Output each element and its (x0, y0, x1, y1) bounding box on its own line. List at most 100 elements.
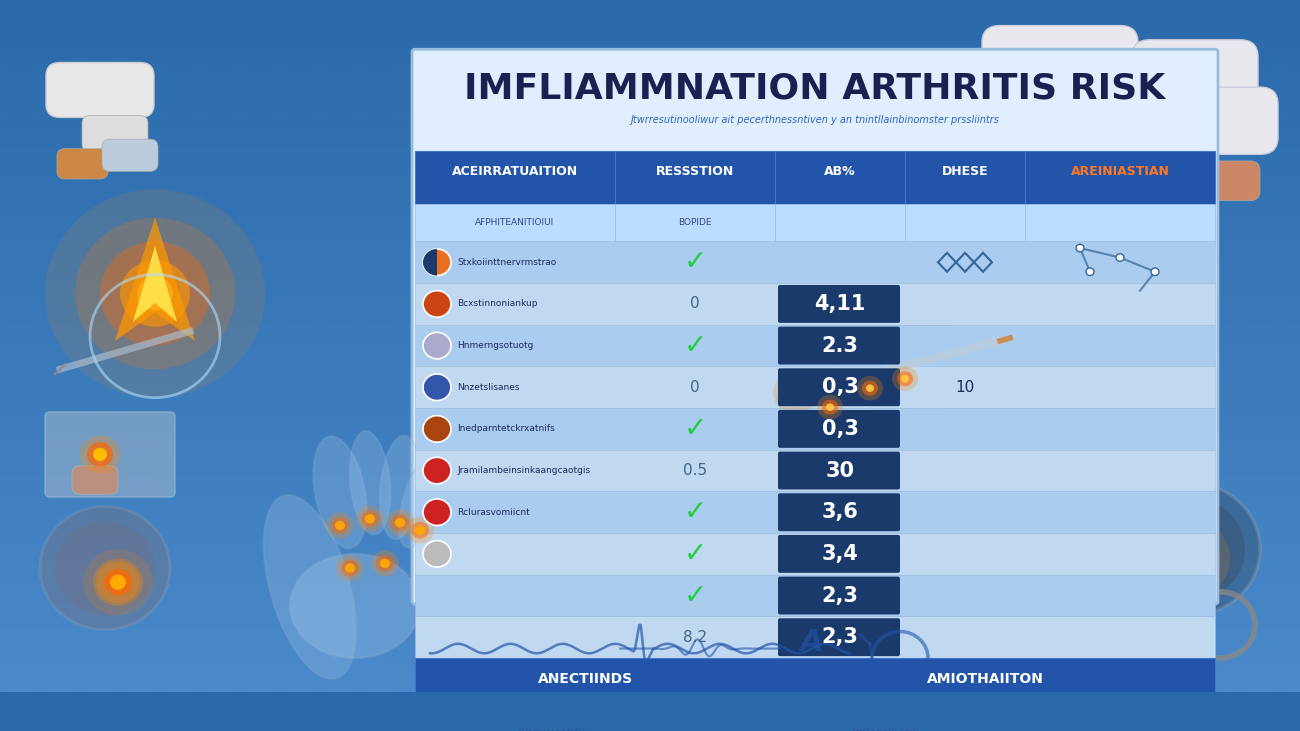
FancyBboxPatch shape (905, 203, 1024, 241)
Text: 3,4: 3,4 (822, 544, 858, 564)
FancyBboxPatch shape (1024, 151, 1216, 203)
Text: BROIINAMITES: BROIINAMITES (517, 729, 593, 731)
Circle shape (422, 291, 451, 317)
Text: A: A (800, 629, 824, 657)
Polygon shape (1149, 113, 1210, 180)
Text: Rclurasvomiicnt: Rclurasvomiicnt (458, 508, 530, 517)
FancyBboxPatch shape (415, 203, 615, 241)
FancyBboxPatch shape (101, 139, 159, 171)
Text: Hnmerngsotuotg: Hnmerngsotuotg (458, 341, 533, 350)
Circle shape (100, 241, 211, 346)
FancyBboxPatch shape (57, 148, 108, 179)
Text: Jramilambeinsinkaangcaotgis: Jramilambeinsinkaangcaotgis (458, 466, 590, 475)
Circle shape (1140, 516, 1230, 601)
Circle shape (326, 512, 354, 539)
Circle shape (422, 416, 451, 442)
Circle shape (422, 541, 451, 567)
Circle shape (376, 555, 394, 572)
Circle shape (94, 448, 107, 461)
Circle shape (87, 442, 113, 467)
Circle shape (356, 506, 384, 532)
FancyBboxPatch shape (777, 452, 900, 490)
FancyBboxPatch shape (777, 368, 900, 406)
Ellipse shape (775, 407, 915, 520)
FancyBboxPatch shape (1140, 227, 1216, 269)
Circle shape (46, 189, 265, 398)
FancyBboxPatch shape (1089, 180, 1175, 225)
Circle shape (406, 517, 434, 543)
Circle shape (422, 333, 451, 359)
Text: ✓: ✓ (684, 499, 707, 526)
Text: Nnzetslisanes: Nnzetslisanes (458, 383, 520, 392)
FancyBboxPatch shape (982, 26, 1138, 107)
Ellipse shape (290, 554, 420, 658)
FancyBboxPatch shape (415, 616, 1216, 658)
Circle shape (120, 260, 190, 327)
Text: ACEIRRATUAITION: ACEIRRATUAITION (452, 164, 578, 178)
FancyBboxPatch shape (415, 491, 1216, 533)
Circle shape (104, 569, 133, 596)
Circle shape (111, 575, 126, 590)
Circle shape (866, 385, 874, 392)
Text: 0,3: 0,3 (822, 419, 858, 439)
Circle shape (386, 510, 413, 536)
Text: Stxkoiinttnervrmstrao: Stxkoiinttnervrmstrao (458, 258, 556, 267)
Text: Bcxstinnoniankup: Bcxstinnoniankup (458, 300, 537, 308)
FancyBboxPatch shape (615, 151, 775, 203)
FancyBboxPatch shape (1024, 203, 1216, 241)
Ellipse shape (838, 300, 901, 420)
Text: AMIOTHAIITON: AMIOTHAIITON (927, 673, 1044, 686)
Circle shape (75, 218, 235, 369)
FancyBboxPatch shape (775, 203, 905, 241)
FancyBboxPatch shape (777, 535, 900, 573)
Text: AFPHITEANITIOIUI: AFPHITEANITIOIUI (476, 218, 555, 227)
FancyBboxPatch shape (46, 412, 176, 497)
Circle shape (1086, 268, 1095, 276)
Text: AREINIASTIAN: AREINIASTIAN (1071, 164, 1170, 178)
Ellipse shape (264, 495, 356, 679)
Text: 10: 10 (956, 379, 975, 395)
FancyBboxPatch shape (415, 408, 1216, 450)
Ellipse shape (313, 436, 367, 548)
Text: 0.5: 0.5 (682, 463, 707, 478)
Polygon shape (114, 218, 195, 341)
Circle shape (1173, 548, 1197, 570)
Circle shape (344, 564, 355, 573)
FancyBboxPatch shape (905, 151, 1024, 203)
FancyBboxPatch shape (46, 62, 153, 118)
Text: RESSSTION: RESSSTION (656, 164, 734, 178)
Text: ✓: ✓ (684, 415, 707, 443)
Circle shape (40, 507, 170, 629)
Circle shape (96, 561, 140, 603)
Text: 0: 0 (690, 297, 699, 311)
FancyBboxPatch shape (415, 52, 1216, 151)
Circle shape (83, 549, 153, 616)
FancyBboxPatch shape (777, 618, 900, 656)
Circle shape (55, 520, 155, 616)
Text: APRACNEANE: APRACNEANE (850, 729, 920, 731)
Circle shape (341, 559, 359, 577)
Circle shape (1121, 483, 1260, 616)
Circle shape (422, 374, 451, 401)
Circle shape (391, 514, 410, 531)
Circle shape (411, 522, 429, 539)
FancyBboxPatch shape (412, 49, 1218, 604)
Text: 2.3: 2.3 (822, 336, 858, 355)
Circle shape (781, 379, 809, 406)
FancyBboxPatch shape (415, 450, 1216, 491)
Text: ✓: ✓ (684, 332, 707, 360)
Circle shape (857, 376, 883, 401)
Text: DHESE: DHESE (941, 164, 988, 178)
FancyBboxPatch shape (1190, 161, 1260, 201)
Circle shape (1150, 526, 1219, 592)
Circle shape (897, 371, 913, 386)
Circle shape (1076, 244, 1084, 252)
FancyBboxPatch shape (777, 285, 900, 323)
Circle shape (332, 517, 348, 534)
Circle shape (826, 404, 835, 411)
Ellipse shape (874, 294, 927, 406)
Ellipse shape (380, 436, 420, 539)
Circle shape (1165, 539, 1205, 577)
Circle shape (335, 520, 345, 530)
Circle shape (380, 558, 390, 568)
